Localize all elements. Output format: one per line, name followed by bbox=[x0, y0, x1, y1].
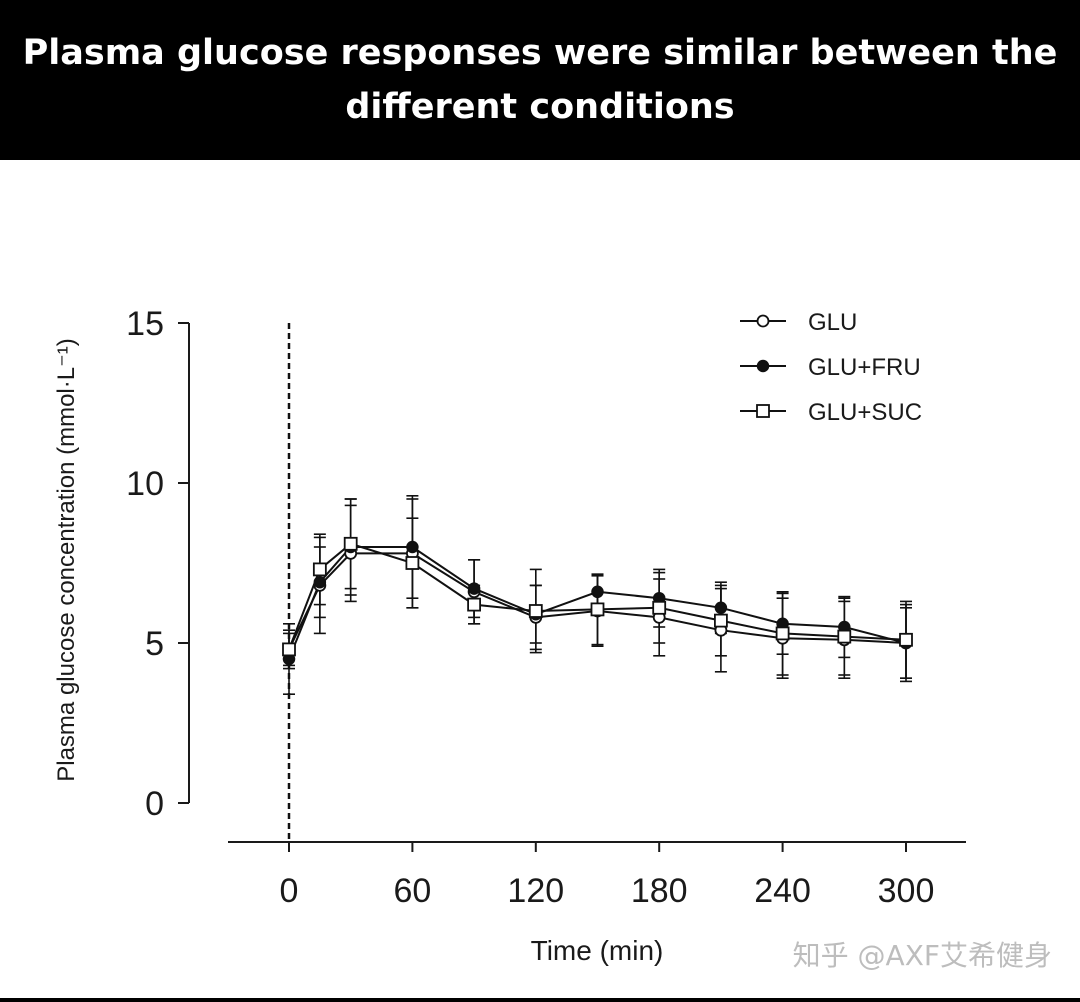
legend-label-glu-fru: GLU+FRU bbox=[808, 354, 921, 381]
title-banner: Plasma glucose responses were similar be… bbox=[0, 0, 1080, 160]
legend-label-glu-suc: GLU+SUC bbox=[808, 399, 922, 426]
banner-title: Plasma glucose responses were similar be… bbox=[22, 33, 1058, 127]
data-point-glu-suc bbox=[590, 602, 605, 617]
data-point-glu-fru bbox=[313, 575, 327, 589]
bottom-border bbox=[0, 998, 1080, 1002]
legend-marker-glu bbox=[756, 314, 770, 328]
glucose-chart: Plasma glucose concentration (mmol·L⁻¹) … bbox=[53, 305, 966, 966]
x-axis-label: Time (min) bbox=[531, 935, 664, 966]
data-point-glu-suc bbox=[282, 642, 296, 657]
data-point-glu-fru bbox=[406, 540, 419, 554]
x-tick-label: 0 bbox=[280, 872, 299, 910]
x-tick-label: 120 bbox=[507, 872, 564, 910]
data-point-glu-suc bbox=[312, 562, 327, 577]
series-line-glu bbox=[288, 552, 907, 650]
legend-marker-glu-fru bbox=[756, 359, 770, 373]
y-tick-label: 10 bbox=[126, 465, 164, 503]
legend-marker-glu-suc bbox=[756, 404, 770, 418]
data-point-glu-suc bbox=[528, 604, 543, 618]
data-point-glu-suc bbox=[467, 597, 482, 612]
watermark-text: 知乎 @AXF艾希健身 bbox=[792, 939, 1052, 972]
x-tick-label: 60 bbox=[393, 872, 431, 910]
x-tick-label: 240 bbox=[754, 872, 811, 910]
x-tick-label: 300 bbox=[878, 872, 935, 910]
data-point-glu-suc bbox=[714, 613, 728, 628]
y-tick-label: 15 bbox=[126, 305, 164, 343]
data-point-glu-fru bbox=[591, 585, 604, 599]
data-point-glu-suc bbox=[652, 600, 667, 615]
y-tick-label: 5 bbox=[145, 625, 164, 663]
data-point-glu-fru bbox=[714, 601, 728, 615]
legend: GLU GLU+FRU GLU+SUC bbox=[740, 309, 922, 426]
data-point-glu-suc bbox=[775, 626, 790, 641]
axis-ticks: 0 5 10 15 0 60 120 180 240 300 bbox=[126, 305, 934, 910]
y-axis-label: Plasma glucose concentration (mmol·L⁻¹) bbox=[53, 338, 80, 782]
x-tick-label: 180 bbox=[631, 872, 688, 910]
data-point-glu-suc bbox=[405, 556, 420, 570]
data-point-glu-suc bbox=[899, 632, 913, 647]
data-point-glu-suc bbox=[837, 629, 852, 644]
y-tick-label: 0 bbox=[145, 785, 164, 823]
legend-label-glu: GLU bbox=[808, 309, 857, 336]
series-markers bbox=[282, 536, 913, 666]
data-point-glu-fru bbox=[467, 582, 481, 595]
data-point-glu-suc bbox=[343, 536, 358, 551]
